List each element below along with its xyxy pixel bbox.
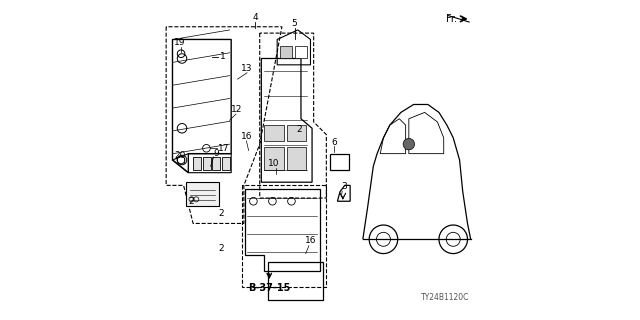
- Bar: [280, 46, 292, 59]
- FancyBboxPatch shape: [186, 182, 220, 206]
- Text: 4: 4: [252, 13, 258, 22]
- Text: 12: 12: [231, 105, 243, 114]
- Bar: [287, 125, 306, 141]
- Text: 17: 17: [218, 144, 229, 153]
- Text: B-37-15: B-37-15: [248, 284, 291, 293]
- Bar: [264, 125, 284, 141]
- Text: 10: 10: [268, 159, 280, 168]
- Text: 2: 2: [218, 209, 224, 219]
- Bar: [264, 147, 284, 170]
- Text: 16: 16: [305, 236, 316, 245]
- Text: 2: 2: [218, 244, 224, 253]
- Text: 5: 5: [292, 19, 298, 28]
- Text: 1: 1: [220, 52, 225, 61]
- Text: Fr.: Fr.: [446, 14, 457, 24]
- Circle shape: [403, 139, 415, 150]
- Text: 20: 20: [175, 151, 186, 160]
- Text: 13: 13: [241, 63, 253, 73]
- Text: 2: 2: [296, 125, 302, 134]
- Bar: [294, 46, 307, 59]
- Text: 3: 3: [342, 182, 348, 191]
- Text: 19: 19: [174, 38, 186, 47]
- Bar: [287, 147, 306, 170]
- Text: 6: 6: [332, 138, 337, 147]
- Text: 9: 9: [214, 149, 220, 158]
- Text: 16: 16: [241, 132, 252, 141]
- Bar: [221, 157, 230, 170]
- Bar: [212, 157, 220, 170]
- Text: 2: 2: [188, 197, 194, 206]
- Text: TY24B1120C: TY24B1120C: [421, 293, 470, 302]
- Bar: [193, 157, 201, 170]
- Bar: [203, 157, 211, 170]
